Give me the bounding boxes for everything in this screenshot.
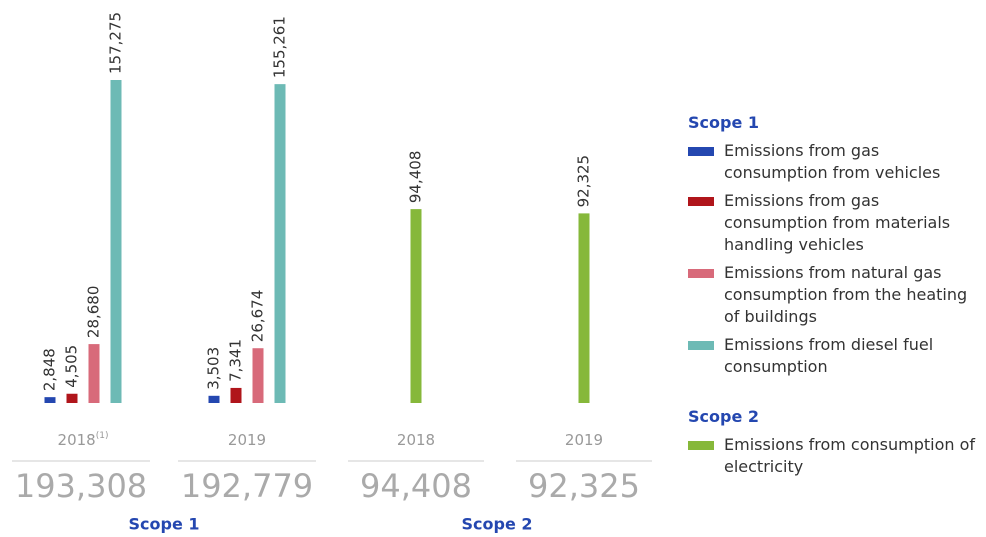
total-label: 193,308 — [15, 467, 147, 505]
bar — [410, 209, 422, 403]
total-label: 192,779 — [181, 467, 313, 505]
legend-text: Emissions from natural gas consumption f… — [724, 263, 968, 326]
panel-label: Scope 2 — [461, 515, 532, 534]
bar — [230, 387, 242, 403]
legend-swatch — [688, 197, 714, 206]
legend-swatch — [688, 341, 714, 350]
legend-swatch — [688, 269, 714, 278]
legend-item: Emissions from diesel fuel consumption — [688, 334, 984, 378]
bar — [578, 213, 590, 403]
category-year: 2018 — [58, 431, 96, 449]
value-label: 92,325 — [575, 155, 593, 208]
value-label: 94,408 — [407, 151, 425, 204]
legend-swatch — [688, 441, 714, 450]
bar — [110, 80, 122, 403]
footnote-mark: (1) — [96, 431, 109, 441]
value-label: 2,848 — [41, 348, 59, 391]
legend-text: Emissions from gas consumption from mate… — [724, 191, 951, 254]
category-year: 2019 — [228, 431, 266, 449]
legend-group: Scope 2 Emissions from consumption of ele… — [688, 406, 984, 478]
bar — [44, 397, 56, 403]
legend-text: Emissions from diesel fuel consumption — [724, 335, 934, 376]
legend-group: Scope 1 Emissions from gas consumption fr… — [688, 112, 984, 378]
legend-item: Emissions from natural gas consumption f… — [688, 262, 984, 328]
bar — [252, 348, 264, 403]
category-year: 2019 — [565, 431, 603, 449]
legend: Scope 1 Emissions from gas consumption fr… — [688, 112, 984, 506]
legend-title: Scope 2 — [688, 407, 760, 426]
value-label: 3,503 — [205, 347, 223, 390]
legend-item: Emissions from gas consumption from vehi… — [688, 140, 984, 184]
bar — [88, 344, 100, 403]
category-label: 2018 — [397, 431, 435, 449]
bar — [208, 395, 220, 403]
value-label: 155,261 — [271, 16, 289, 78]
legend-text: Emissions from consumption of electricit… — [724, 435, 976, 476]
value-label: 4,505 — [63, 345, 81, 388]
legend-item: Emissions from gas consumption from mate… — [688, 190, 984, 256]
bar — [66, 393, 78, 403]
category-year: 2018 — [397, 431, 435, 449]
total-label: 92,325 — [528, 467, 640, 505]
category-label: 2018(1) — [58, 431, 109, 449]
legend-text: Emissions from gas consumption from vehi… — [724, 141, 941, 182]
panel-label: Scope 1 — [128, 515, 199, 534]
category-label: 2019 — [228, 431, 266, 449]
legend-swatch — [688, 147, 714, 156]
legend-title: Scope 1 — [688, 113, 760, 132]
bar — [274, 84, 286, 404]
value-label: 28,680 — [85, 286, 103, 339]
legend-item: Emissions from consumption of electricit… — [688, 434, 984, 478]
category-label: 2019 — [565, 431, 603, 449]
value-label: 26,674 — [249, 290, 267, 343]
value-label: 157,275 — [107, 12, 125, 74]
total-label: 94,408 — [360, 467, 472, 505]
value-label: 7,341 — [227, 339, 245, 382]
